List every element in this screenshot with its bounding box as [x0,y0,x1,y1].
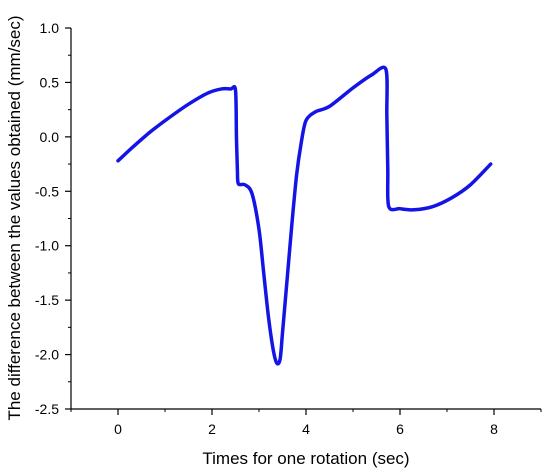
y-tick-label: 0.0 [40,129,60,145]
x-tick-label: 8 [490,421,498,437]
series-line [116,65,493,366]
ticks: 1.0 0.5 0.0 -0.5 -1.0 -1.5 -2.0 -2.5 0 2 4 6 8 [35,20,542,437]
x-tick-label: 6 [396,421,404,437]
y-tick-label: 0.5 [40,74,60,90]
y-axis-title: The difference between the values obtain… [5,15,24,420]
x-tick-label: 2 [208,421,216,437]
y-tick-label: -1.0 [35,238,59,254]
axes [70,28,541,410]
y-tick-label: -2.5 [35,401,59,417]
y-tick-label: -2.0 [35,347,59,363]
series-group [116,65,493,366]
x-axis-title: Times for one rotation (sec) [202,449,409,468]
x-tick-label: 0 [114,421,122,437]
y-tick-label: -0.5 [35,183,59,199]
y-tick-label: 1.0 [40,20,60,36]
y-tick-label: -1.5 [35,292,59,308]
x-tick-label: 4 [302,421,310,437]
